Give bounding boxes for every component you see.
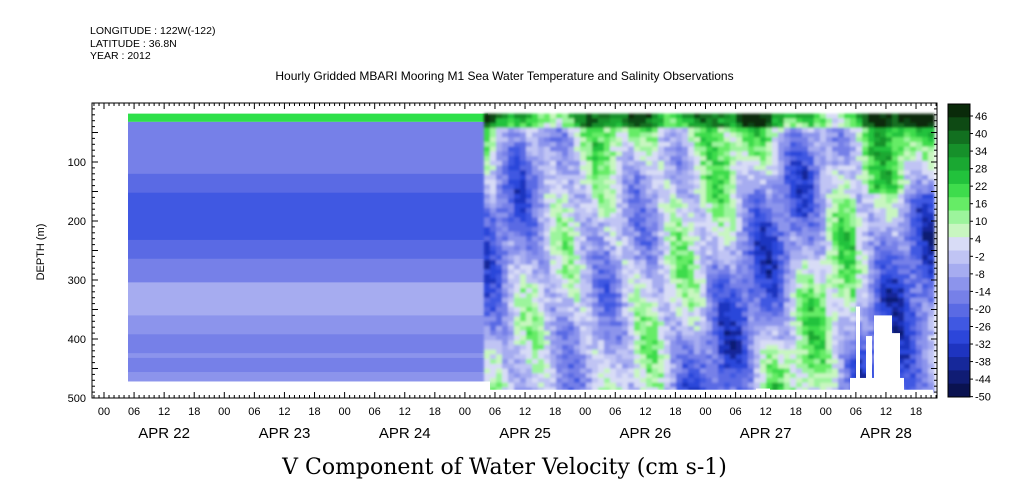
colorbar-swatch (948, 223, 970, 238)
x-day-label: APR 28 (860, 425, 912, 442)
x-hour-tick-label: 18 (188, 406, 200, 418)
x-hour-tick-label: 18 (429, 406, 441, 418)
colorbar-label: -44 (975, 374, 991, 386)
colorbar-swatch (948, 130, 970, 145)
x-day-label: APR 24 (379, 425, 431, 442)
colorbar-label: -32 (975, 339, 991, 351)
axes: 100 200 300 400 500 00 06 12 18 00 06 12 18 00 06 12 18 0… (68, 102, 938, 442)
colorbar-swatch (948, 157, 970, 172)
x-axis-label: V Component of Water Velocity (cm s-1) (282, 455, 727, 480)
x-day-label: APR 25 (499, 425, 551, 442)
y-tick-label: 100 (68, 157, 86, 169)
x-hour-tick-label: 18 (669, 406, 681, 418)
colorbar-swatch (948, 237, 970, 251)
x-hour-tick-label: 00 (699, 406, 711, 418)
colorbar-label: 4 (975, 234, 981, 246)
x-hour-tick-label: 06 (609, 406, 621, 418)
x-hour-tick-label: 06 (489, 406, 501, 418)
colorbar-label: 40 (975, 129, 987, 141)
x-hour-tick-label: 00 (820, 406, 832, 418)
x-hour-tick-label: 12 (760, 406, 772, 418)
x-day-label: APR 22 (138, 425, 190, 442)
colorbar-swatch (948, 343, 970, 358)
plot-area (128, 113, 935, 398)
x-hour-tick-label: 06 (369, 406, 381, 418)
colorbar-swatch (948, 170, 970, 185)
colorbar-swatch (948, 290, 970, 305)
x-hour-tick-label: 18 (549, 406, 561, 418)
year-label: YEAR : 2012 (90, 50, 151, 62)
colorbar-swatch (948, 330, 970, 345)
longitude-label: LONGITUDE : 122W(-122) (90, 25, 216, 37)
colorbar-label: -20 (975, 304, 991, 316)
chart-title: Hourly Gridded MBARI Mooring M1 Sea Wate… (275, 69, 734, 83)
colorbar: 46 40 34 28 22 16 10 4 -2 -8 -14 -20 -26 -32 -38 -44 -50 (947, 103, 991, 404)
colorbar-swatch (948, 104, 970, 118)
colorbar-swatch (948, 117, 970, 132)
x-day-label: APR 26 (619, 425, 671, 442)
latitude-label: LATITUDE : 36.8N (90, 38, 177, 50)
colorbar-swatch (948, 183, 970, 198)
colorbar-label: -8 (975, 269, 985, 281)
colorbar-swatch (948, 357, 970, 371)
x-hour-tick-label: 06 (248, 406, 260, 418)
y-tick-label: 200 (68, 216, 86, 228)
x-hour-tick-label: 12 (158, 406, 170, 418)
colorbar-label: 28 (975, 164, 987, 176)
x-hour-tick-label: 06 (128, 406, 140, 418)
x-hour-tick-label: 00 (338, 406, 350, 418)
colorbar-label: -38 (975, 357, 991, 369)
x-day-label: APR 23 (259, 425, 311, 442)
x-hour-tick-label: 00 (579, 406, 591, 418)
x-hour-tick-label: 12 (278, 406, 290, 418)
colorbar-label: 16 (975, 199, 987, 211)
x-hour-tick-label: 12 (880, 406, 892, 418)
x-hour-tick-label: 00 (98, 406, 110, 418)
x-hour-tick-label: 18 (910, 406, 922, 418)
x-hour-tick-label: 12 (639, 406, 651, 418)
y-axis-label: DEPTH (m) (35, 224, 47, 281)
x-hour-tick-label: 18 (790, 406, 802, 418)
colorbar-swatch (948, 317, 970, 331)
colorbar-label: -14 (975, 286, 991, 298)
colorbar-swatch (948, 277, 970, 291)
y-tick-label: 400 (68, 334, 86, 346)
colorbar-swatch (948, 143, 970, 158)
y-tick-label: 300 (68, 275, 86, 287)
colorbar-label: -2 (975, 251, 985, 263)
x-hour-tick-label: 12 (519, 406, 531, 418)
x-hour-tick-label: 00 (459, 406, 471, 418)
colorbar-label: 22 (975, 181, 987, 193)
colorbar-label: -26 (975, 321, 991, 333)
x-hour-tick-label: 06 (850, 406, 862, 418)
colorbar-label: -50 (975, 392, 991, 404)
colorbar-swatch (948, 250, 970, 265)
colorbar-swatch (948, 197, 970, 212)
x-hour-tick-label: 00 (218, 406, 230, 418)
colorbar-label: 46 (975, 111, 987, 123)
colorbar-swatch (948, 303, 970, 318)
colorbar-swatch (948, 263, 970, 278)
colorbar-label: 34 (975, 146, 987, 158)
colorbar-swatch (948, 383, 970, 398)
colorbar-swatch (948, 210, 970, 225)
y-tick-label: 500 (68, 393, 86, 405)
x-hour-tick-label: 12 (399, 406, 411, 418)
x-hour-tick-label: 06 (729, 406, 741, 418)
colorbar-swatch (948, 370, 970, 385)
x-hour-tick-label: 18 (308, 406, 320, 418)
x-day-label: APR 27 (740, 425, 792, 442)
colorbar-label: 10 (975, 216, 987, 228)
